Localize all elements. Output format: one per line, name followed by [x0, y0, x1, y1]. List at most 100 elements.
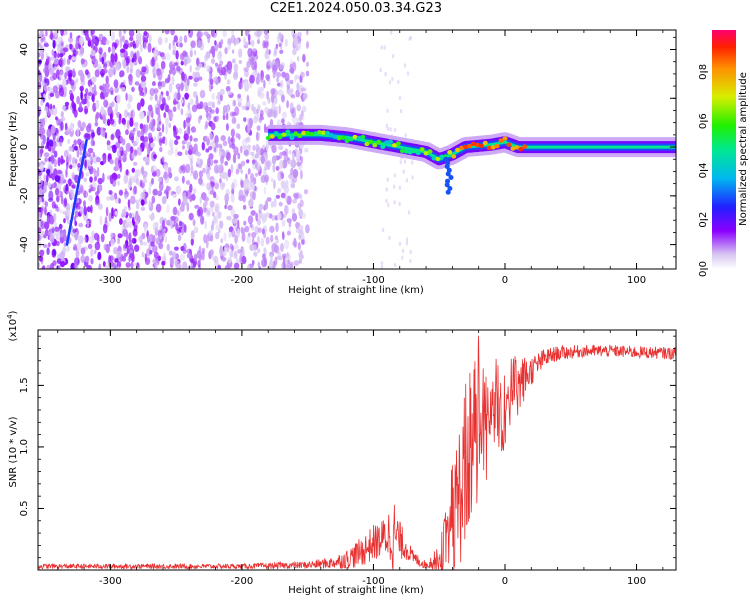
noise-blob [275, 90, 280, 95]
noise-blob [227, 65, 232, 75]
noise-blob [287, 259, 290, 264]
carrier-peak [522, 144, 528, 149]
noise-blob [203, 31, 209, 36]
noise-blob [74, 220, 78, 227]
noise-blob [49, 234, 55, 243]
noise-blob [247, 180, 253, 191]
noise-blob [217, 164, 223, 173]
noise-blob [289, 79, 294, 85]
noise-blob [129, 212, 132, 219]
noise-blob [134, 244, 140, 252]
noise-blob [296, 104, 302, 112]
noise-blob [262, 101, 267, 106]
noise-blob [235, 168, 239, 175]
noise-blob [274, 106, 278, 111]
noise-blob [78, 235, 84, 244]
noise-blob [91, 76, 97, 83]
noise-blob [264, 106, 269, 114]
noise-blob [252, 144, 256, 151]
noise-blob [87, 243, 93, 250]
noise-blob [300, 87, 307, 92]
noise-blob [38, 81, 42, 90]
noise-blob [285, 179, 289, 188]
noise-blob [267, 96, 271, 104]
noise-blob [393, 184, 396, 189]
noise-blob [220, 39, 224, 45]
noise-blob [252, 190, 256, 201]
noise-blob [209, 78, 214, 86]
noise-blob [122, 119, 126, 125]
noise-blob [44, 157, 48, 163]
colorbar-tick-label: 0.0 [698, 261, 709, 277]
noise-blob [198, 63, 203, 68]
noise-blob [133, 149, 138, 157]
noise-blob [101, 56, 105, 65]
noise-blob [38, 262, 41, 268]
noise-blob [178, 165, 184, 174]
noise-blob [53, 158, 58, 168]
noise-blob [244, 225, 250, 233]
noise-blob [248, 198, 254, 208]
noise-blob [242, 138, 248, 147]
noise-blob [128, 232, 132, 242]
noise-blob [173, 35, 178, 43]
noise-blob [137, 33, 143, 38]
x-tick-label: -200 [231, 576, 254, 587]
noise-blob [227, 168, 232, 178]
noise-blob [51, 144, 56, 154]
noise-blob [240, 145, 243, 154]
noise-blob [261, 213, 268, 223]
noise-blob [51, 227, 55, 234]
noise-blob [210, 122, 216, 131]
noise-blob [86, 206, 91, 213]
noise-blob [50, 125, 56, 134]
noise-blob [38, 227, 42, 233]
colorbar-tick-label: 0.6 [698, 113, 709, 129]
noise-blob [151, 81, 156, 87]
noise-blob [87, 40, 92, 47]
noise-blob [45, 30, 48, 37]
carrier-peak [368, 139, 374, 144]
noise-blob [247, 47, 253, 58]
noise-blob [127, 180, 132, 190]
noise-blob [265, 212, 270, 218]
noise-blob [76, 127, 80, 138]
noise-blob [222, 114, 226, 121]
noise-blob [110, 232, 114, 239]
noise-blob [411, 175, 414, 180]
spectrogram-y-axis-label: Frequency (Hz) [8, 111, 19, 187]
noise-blob [289, 63, 294, 70]
noise-blob [90, 49, 96, 57]
noise-blob [117, 236, 120, 245]
noise-blob [379, 67, 382, 73]
carrier-peak [265, 135, 271, 141]
noise-blob [63, 47, 68, 52]
noise-blob [114, 42, 118, 49]
noise-blob [42, 264, 46, 269]
noise-blob [117, 266, 120, 269]
noise-blob [300, 155, 304, 164]
noise-blob [177, 234, 182, 242]
noise-blob [230, 128, 235, 137]
carrier-peak [372, 143, 378, 148]
noise-blob [295, 222, 301, 227]
noise-blob [278, 201, 283, 207]
noise-blob [260, 237, 265, 247]
noise-blob [170, 30, 175, 36]
noise-blob [98, 33, 104, 39]
noise-blob [162, 97, 166, 106]
noise-blob [300, 169, 303, 180]
noise-blob [263, 186, 267, 195]
noise-blob [46, 247, 50, 255]
noise-blob [405, 241, 409, 246]
noise-blob [70, 122, 74, 133]
noise-blob [183, 133, 189, 141]
noise-blob [80, 90, 83, 101]
noise-blob [108, 68, 114, 78]
carrier-peak [506, 142, 512, 147]
noise-blob [68, 178, 72, 187]
noise-blob [62, 78, 67, 88]
noise-blob [163, 174, 168, 179]
noise-blob [75, 36, 79, 46]
noise-blob [129, 146, 134, 154]
